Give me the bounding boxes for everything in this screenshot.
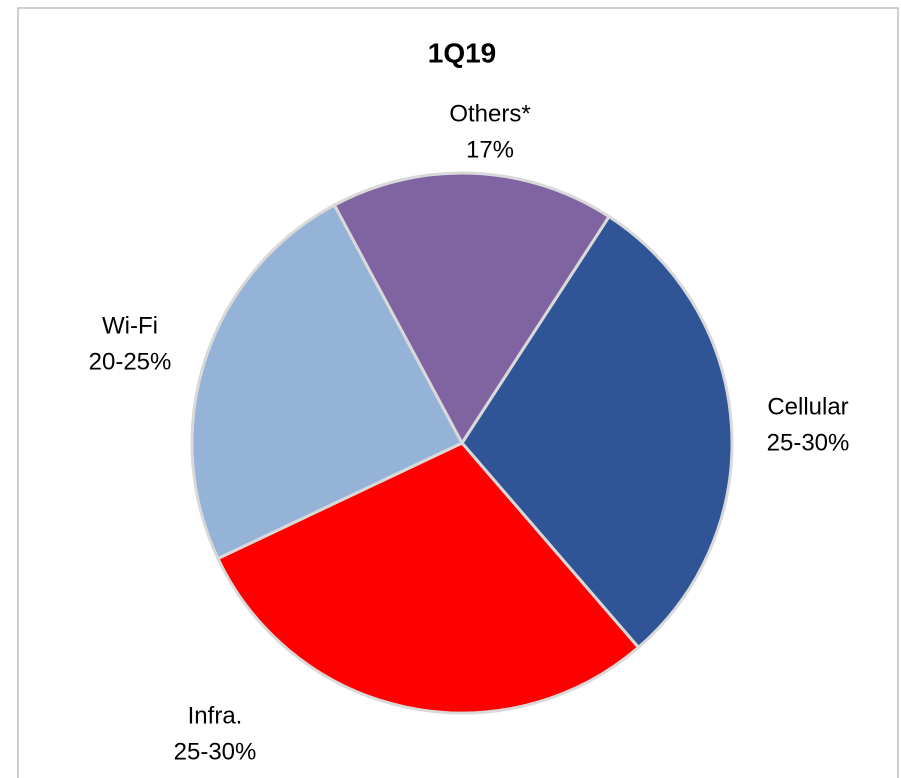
slice-label: Wi-Fi — [102, 312, 158, 339]
slice-value-label: 25-30% — [174, 738, 257, 765]
slice-value-label: 20-25% — [89, 348, 172, 375]
slice-value-label: 25-30% — [767, 429, 850, 456]
slice-label: Others* — [449, 100, 530, 127]
pie-slice — [215, 441, 641, 715]
pie-slice — [460, 214, 734, 650]
slice-label: Cellular — [767, 393, 848, 420]
pie-slice — [190, 203, 465, 561]
chart-title: 1Q19 — [428, 37, 497, 68]
slice-value-label: 17% — [466, 136, 514, 163]
slice-label: Infra. — [188, 702, 243, 729]
pie-slice — [332, 171, 612, 446]
